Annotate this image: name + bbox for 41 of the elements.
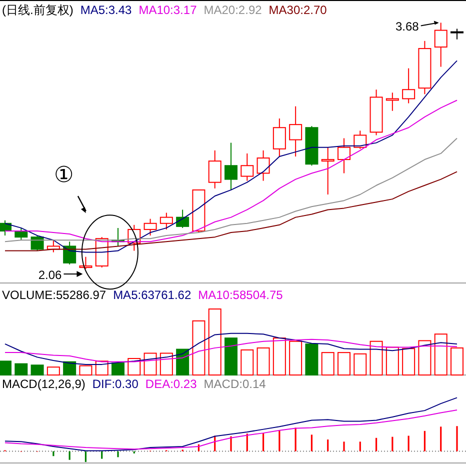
- bar: [450, 347, 464, 376]
- bar: [272, 338, 286, 376]
- bar: [370, 340, 383, 376]
- bar: [224, 338, 238, 376]
- text: MA30:2.70: [268, 3, 328, 17]
- annotation: ①: [54, 163, 74, 188]
- text: MA5:3.43: [80, 3, 132, 17]
- bar: [208, 308, 222, 376]
- bar: [434, 334, 448, 376]
- annotation: 2.06: [38, 268, 62, 282]
- bar: [46, 366, 60, 376]
- chart-title: (日线.前复权): [2, 3, 74, 17]
- bar: [305, 343, 318, 376]
- bar: [338, 352, 350, 376]
- bar: [402, 348, 416, 376]
- bar: [79, 365, 92, 376]
- bar: [192, 320, 206, 376]
- bar: [176, 348, 190, 376]
- bar: [256, 347, 270, 376]
- bar: [160, 352, 173, 376]
- text: MACD:0.14: [204, 377, 266, 391]
- chart-title: VOLUME:55286.97: [2, 288, 106, 302]
- text: MA10:3.17: [138, 3, 198, 17]
- text: MA20:2.92: [204, 3, 262, 17]
- bar: [144, 352, 157, 376]
- bar: [240, 349, 254, 376]
- annotation: 3.68: [396, 20, 420, 34]
- text: DEA:0.23: [145, 377, 198, 391]
- text: MA10:58504.75: [198, 288, 284, 302]
- bar: [321, 352, 334, 376]
- chart-title: MACD(12,26,9): [2, 377, 86, 391]
- bar: [386, 346, 399, 376]
- bar: [289, 340, 302, 376]
- bar: [354, 353, 367, 376]
- bar: [30, 364, 44, 376]
- bar: [63, 361, 76, 376]
- bar: [418, 340, 432, 376]
- text: MA5:63761.62: [113, 288, 192, 302]
- bar: [112, 362, 124, 376]
- bar: [14, 363, 28, 376]
- text: DIF:0.30: [92, 377, 139, 391]
